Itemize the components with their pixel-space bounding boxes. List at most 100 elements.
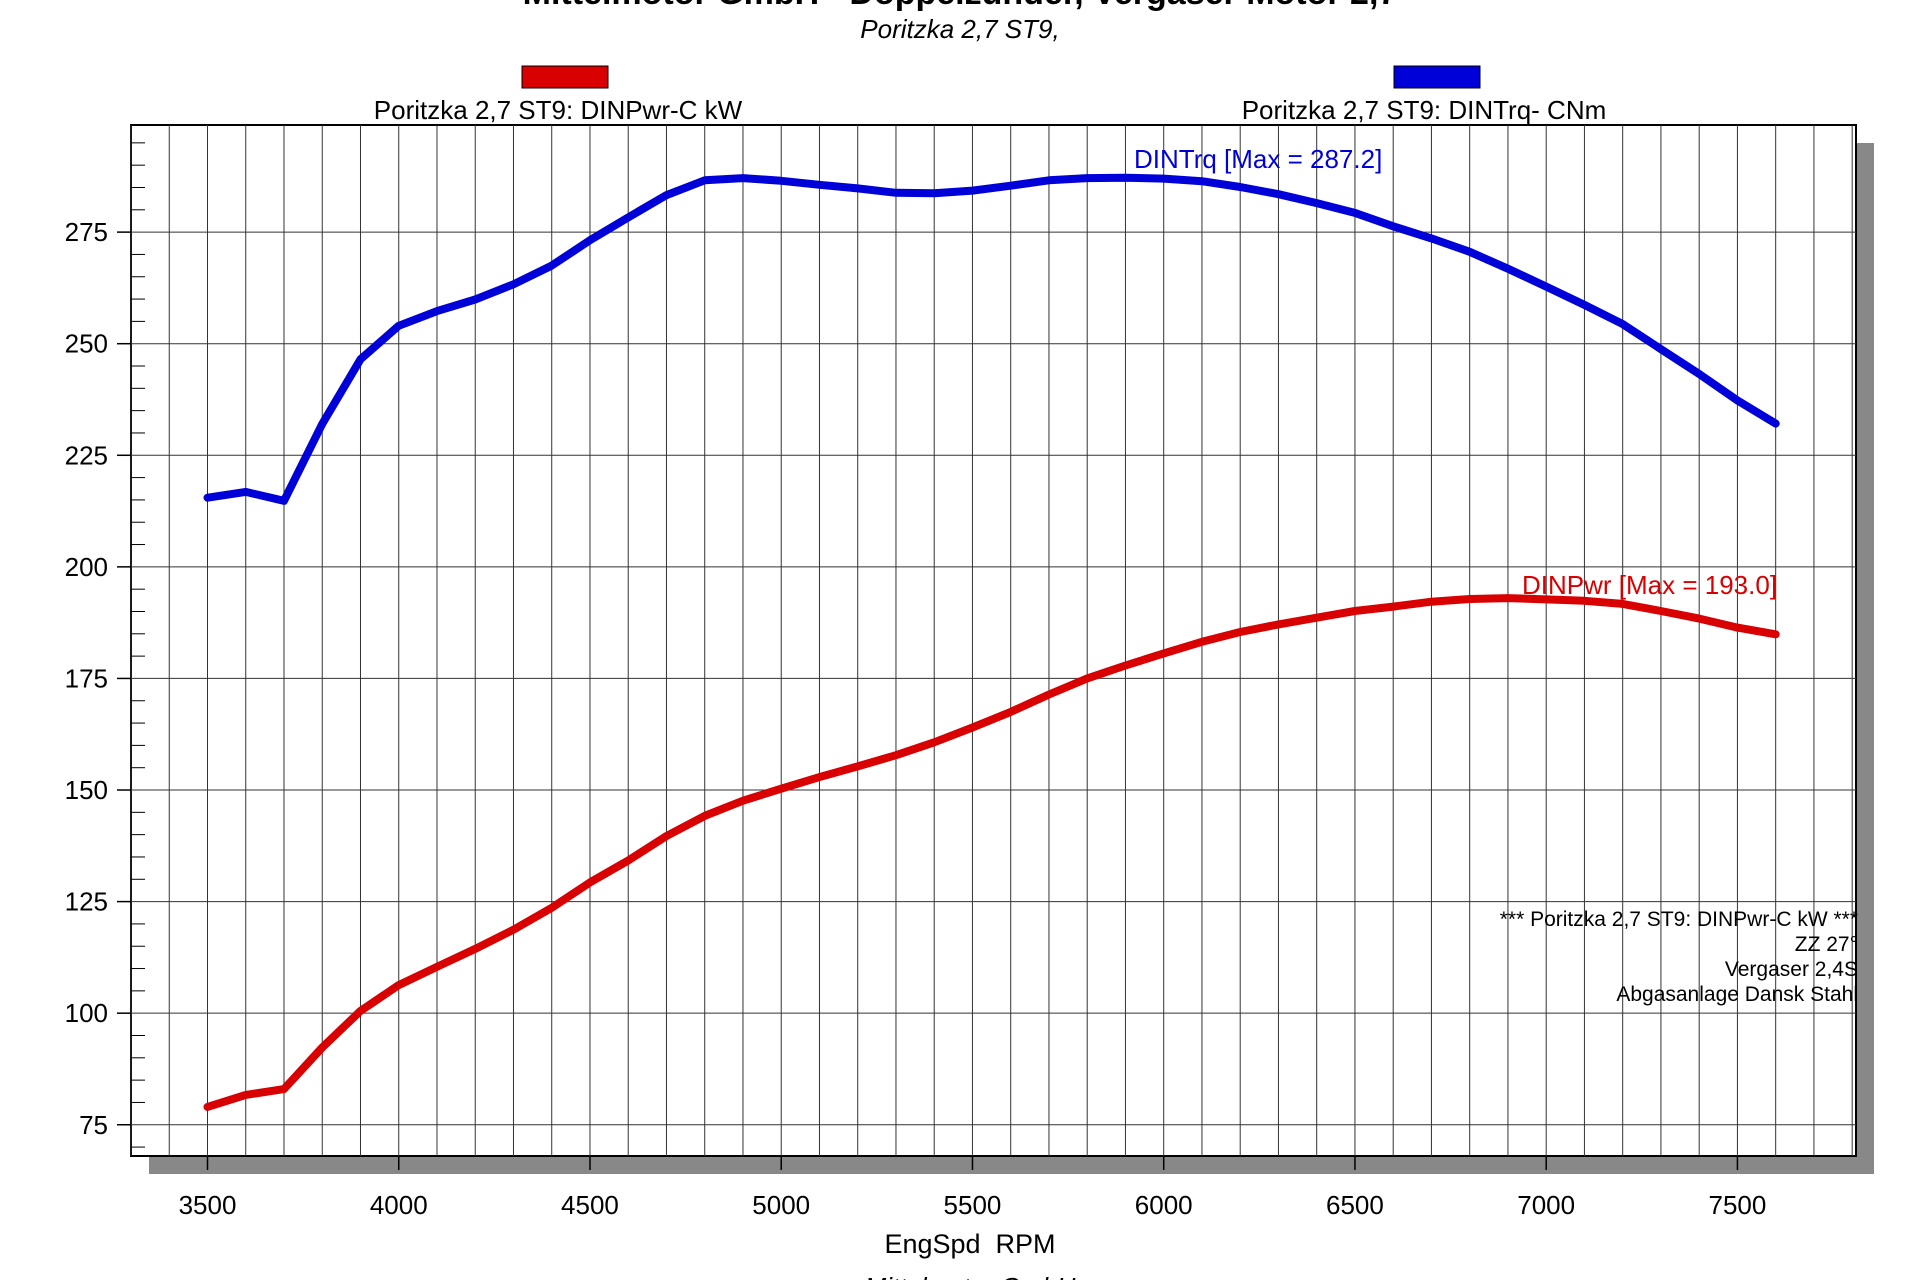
x-axis-title: EngSpd RPM <box>884 1229 1055 1259</box>
data-point-torque <box>1276 192 1281 197</box>
data-point-power <box>549 905 554 910</box>
data-point-power <box>1161 651 1166 656</box>
x-tick-label: 4500 <box>561 1190 619 1220</box>
data-point-power <box>817 775 822 780</box>
y-axis: 75 100 125 150 175 200 225 250 275 <box>65 217 131 1140</box>
x-tick-label: 7000 <box>1517 1190 1575 1220</box>
annotation-line-3: Vergaser 2,4S <box>1725 958 1858 981</box>
data-point-power <box>243 1092 248 1097</box>
data-point-power <box>435 964 439 969</box>
grid-lines <box>130 125 1856 1156</box>
data-point-torque <box>1314 201 1319 206</box>
chart-subtitle: Poritzka 2,7 ST9, <box>860 14 1059 44</box>
data-point-power <box>396 983 401 988</box>
series-line-torque <box>203 173 1780 505</box>
data-point-torque <box>549 263 554 268</box>
data-point-torque <box>1658 347 1663 352</box>
data-point-power <box>1085 676 1090 681</box>
y-tick-label: 225 <box>65 440 108 470</box>
minor-ticks <box>131 142 145 1148</box>
plot-area <box>130 124 1857 1157</box>
data-point-power <box>1697 616 1702 621</box>
data-point-power <box>1582 598 1587 603</box>
y-tick-label: 250 <box>65 329 108 359</box>
data-point-torque <box>1161 176 1166 181</box>
y-tick-label: 200 <box>65 552 108 582</box>
data-point-torque <box>664 193 669 198</box>
data-point-torque <box>1467 249 1472 254</box>
data-point-power <box>1773 632 1778 637</box>
data-point-torque <box>473 297 478 302</box>
data-point-torque <box>779 178 784 183</box>
data-point-power <box>1620 601 1625 606</box>
data-point-torque <box>320 422 325 426</box>
data-point-torque <box>894 190 898 195</box>
data-point-torque <box>282 498 286 503</box>
y-tick-label: 75 <box>79 1110 108 1140</box>
data-point-torque <box>932 191 937 196</box>
annotation-line-2: ZZ 27° <box>1795 933 1858 956</box>
data-point-power <box>1047 692 1051 697</box>
data-point-torque <box>1352 210 1357 215</box>
data-point-torque <box>1773 421 1778 426</box>
data-point-power <box>1429 599 1434 604</box>
data-point-torque <box>1544 284 1549 289</box>
data-point-torque <box>1620 322 1625 327</box>
data-point-power <box>1467 597 1472 601</box>
data-point-torque <box>1735 398 1740 403</box>
data-point-power <box>1276 622 1281 627</box>
annotation-line-1: *** Poritzka 2,7 ST9: DINPwr-C kW *** <box>1500 908 1858 931</box>
data-point-power <box>664 834 669 838</box>
legend-swatch-torque <box>1393 65 1481 89</box>
data-point-torque <box>1008 183 1013 188</box>
x-tick-label: 3500 <box>179 1190 237 1220</box>
data-point-power <box>1123 663 1128 668</box>
data-point-torque <box>970 188 975 193</box>
legend-swatch-power <box>521 65 609 89</box>
data-point-torque <box>588 238 592 243</box>
y-tick-label: 125 <box>65 887 108 917</box>
data-point-power <box>588 880 592 885</box>
data-point-torque <box>1429 236 1434 241</box>
footer-text: Mittelmotor GmbH <box>865 1272 1076 1280</box>
data-point-power <box>970 725 975 730</box>
data-point-torque <box>1085 176 1090 181</box>
x-tick-label: 5000 <box>752 1190 810 1220</box>
data-point-power <box>855 764 860 769</box>
x-tick-label: 7500 <box>1709 1190 1767 1220</box>
data-point-power <box>702 813 707 818</box>
data-point-torque <box>435 309 439 314</box>
data-point-torque <box>855 186 860 191</box>
y-tick-label: 275 <box>65 217 108 247</box>
chart-title: Mittelmotor GmbH - Doppelzünder, Vergase… <box>523 0 1398 12</box>
data-point-torque <box>1123 175 1128 180</box>
data-point-power <box>205 1104 210 1109</box>
data-point-power <box>1391 604 1396 609</box>
x-tick-label: 6500 <box>1326 1190 1384 1220</box>
data-point-power <box>511 927 516 932</box>
x-tick-label: 5500 <box>944 1190 1002 1220</box>
data-point-torque <box>817 182 822 187</box>
data-point-power <box>1200 639 1204 644</box>
data-point-torque <box>1047 178 1051 183</box>
data-point-torque <box>741 176 745 181</box>
data-points <box>205 175 1778 1109</box>
data-point-power <box>894 753 898 758</box>
y-tick-label: 100 <box>65 998 108 1028</box>
data-point-power <box>1735 625 1740 630</box>
data-point-power <box>1352 609 1357 613</box>
data-point-power <box>741 798 745 803</box>
data-point-torque <box>1238 185 1243 189</box>
data-point-torque <box>626 215 631 220</box>
x-tick-label: 6000 <box>1135 1190 1193 1220</box>
data-point-power <box>358 1008 363 1013</box>
x-axis: 3500 4000 4500 5000 5500 6000 6500 7000 7500 <box>179 1156 1767 1220</box>
data-point-torque <box>1200 179 1204 184</box>
data-point-power <box>779 786 784 791</box>
max-label-torque: DINTrq [Max = 287.2] <box>1134 144 1382 174</box>
data-point-torque <box>1505 266 1510 271</box>
data-point-power <box>1505 596 1510 601</box>
y-tick-label: 175 <box>65 663 108 693</box>
